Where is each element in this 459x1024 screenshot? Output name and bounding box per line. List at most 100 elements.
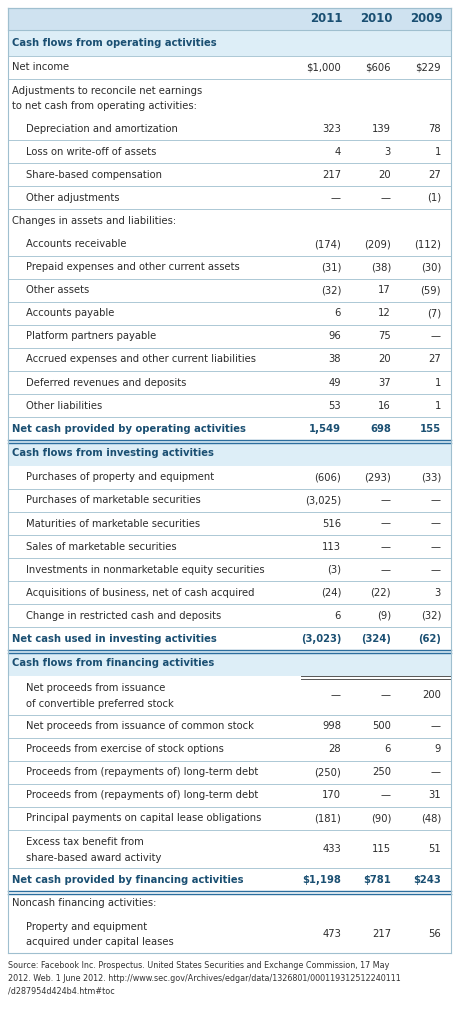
Text: Other assets: Other assets — [26, 286, 89, 295]
Text: (24): (24) — [321, 588, 341, 598]
Text: 17: 17 — [378, 286, 391, 295]
Text: (3,023): (3,023) — [301, 634, 341, 644]
Text: Change in restricted cash and deposits: Change in restricted cash and deposits — [26, 611, 221, 621]
Text: $243: $243 — [413, 874, 441, 885]
Text: 49: 49 — [328, 378, 341, 387]
Text: 16: 16 — [378, 400, 391, 411]
Text: Adjustments to reconcile net earnings: Adjustments to reconcile net earnings — [12, 86, 202, 96]
Text: $606: $606 — [365, 62, 391, 72]
Text: 3: 3 — [385, 146, 391, 157]
Text: 3: 3 — [435, 588, 441, 598]
Text: 113: 113 — [322, 542, 341, 552]
Text: 96: 96 — [328, 332, 341, 341]
Text: 2010: 2010 — [360, 12, 392, 26]
Text: Cash flows from operating activities: Cash flows from operating activities — [12, 38, 217, 48]
Text: Source: Facebook Inc. Prospectus. United States Securities and Exchange Commissi: Source: Facebook Inc. Prospectus. United… — [8, 961, 401, 995]
Bar — [8, 488, 451, 512]
Bar — [8, 783, 451, 807]
Text: Net cash used in investing activities: Net cash used in investing activities — [12, 634, 217, 644]
Bar — [8, 163, 451, 186]
Text: —: — — [431, 564, 441, 574]
Bar — [8, 628, 451, 650]
Bar — [8, 279, 451, 302]
Text: 1,549: 1,549 — [309, 424, 341, 434]
Text: —: — — [431, 332, 441, 341]
Bar — [8, 325, 451, 348]
Text: 1: 1 — [435, 400, 441, 411]
Bar — [8, 558, 451, 582]
Text: (112): (112) — [414, 239, 441, 249]
Text: Share-based compensation: Share-based compensation — [26, 170, 162, 180]
Text: Maturities of marketable securities: Maturities of marketable securities — [26, 518, 200, 528]
Text: —: — — [381, 496, 391, 506]
Text: Other adjustments: Other adjustments — [26, 193, 119, 203]
Text: Property and equipment: Property and equipment — [26, 922, 147, 932]
Text: (48): (48) — [421, 813, 441, 823]
Text: 38: 38 — [329, 354, 341, 365]
Text: —: — — [381, 791, 391, 801]
Text: —: — — [431, 518, 441, 528]
Bar — [8, 140, 451, 163]
Text: (3,025): (3,025) — [305, 496, 341, 506]
Text: of convertible preferred stock: of convertible preferred stock — [26, 698, 174, 709]
Text: Net cash provided by financing activities: Net cash provided by financing activitie… — [12, 874, 244, 885]
Bar — [8, 302, 451, 325]
Text: 698: 698 — [370, 424, 391, 434]
Bar — [8, 394, 451, 417]
Text: $1,000: $1,000 — [306, 62, 341, 72]
Text: Net cash provided by operating activities: Net cash provided by operating activitie… — [12, 424, 246, 434]
Text: Proceeds from exercise of stock options: Proceeds from exercise of stock options — [26, 744, 224, 754]
Bar — [8, 210, 451, 232]
Text: —: — — [381, 193, 391, 203]
Text: 200: 200 — [422, 690, 441, 700]
Text: 51: 51 — [428, 844, 441, 854]
Text: 323: 323 — [322, 124, 341, 134]
Text: (324): (324) — [361, 634, 391, 644]
Text: Cash flows from investing activities: Cash flows from investing activities — [12, 449, 214, 458]
Bar — [8, 807, 451, 829]
Text: 75: 75 — [378, 332, 391, 341]
Bar — [8, 55, 451, 79]
Text: 998: 998 — [322, 721, 341, 731]
Text: (293): (293) — [364, 472, 391, 482]
Text: 155: 155 — [420, 424, 441, 434]
Bar — [8, 737, 451, 761]
Text: Other liabilities: Other liabilities — [26, 400, 102, 411]
Text: 20: 20 — [378, 354, 391, 365]
Text: $781: $781 — [363, 874, 391, 885]
Text: —: — — [431, 496, 441, 506]
Text: Sales of marketable securities: Sales of marketable securities — [26, 542, 177, 552]
Text: 170: 170 — [322, 791, 341, 801]
Text: —: — — [431, 767, 441, 777]
Bar — [8, 868, 451, 892]
Bar — [8, 371, 451, 394]
Text: —: — — [431, 721, 441, 731]
Text: 139: 139 — [372, 124, 391, 134]
Bar — [8, 348, 451, 371]
Bar — [8, 232, 451, 256]
Text: share-based award activity: share-based award activity — [26, 853, 162, 862]
Text: (31): (31) — [321, 262, 341, 272]
Text: —: — — [331, 690, 341, 700]
Text: Purchases of property and equipment: Purchases of property and equipment — [26, 472, 214, 482]
Text: 473: 473 — [322, 929, 341, 939]
Text: 27: 27 — [428, 170, 441, 180]
Text: Accounts payable: Accounts payable — [26, 308, 114, 318]
Text: (9): (9) — [377, 611, 391, 621]
Text: (32): (32) — [321, 286, 341, 295]
Text: —: — — [381, 690, 391, 700]
Text: (174): (174) — [314, 239, 341, 249]
Text: (22): (22) — [370, 588, 391, 598]
Text: (59): (59) — [420, 286, 441, 295]
Text: Accounts receivable: Accounts receivable — [26, 239, 127, 249]
Bar — [8, 761, 451, 783]
Text: acquired under capital leases: acquired under capital leases — [26, 937, 174, 947]
Text: 433: 433 — [322, 844, 341, 854]
Text: Noncash financing activities:: Noncash financing activities: — [12, 898, 157, 908]
Text: Principal payments on capital lease obligations: Principal payments on capital lease obli… — [26, 813, 261, 823]
Text: 1: 1 — [435, 146, 441, 157]
Text: (3): (3) — [327, 564, 341, 574]
Text: (7): (7) — [427, 308, 441, 318]
Text: (181): (181) — [314, 813, 341, 823]
Text: 6: 6 — [385, 744, 391, 754]
